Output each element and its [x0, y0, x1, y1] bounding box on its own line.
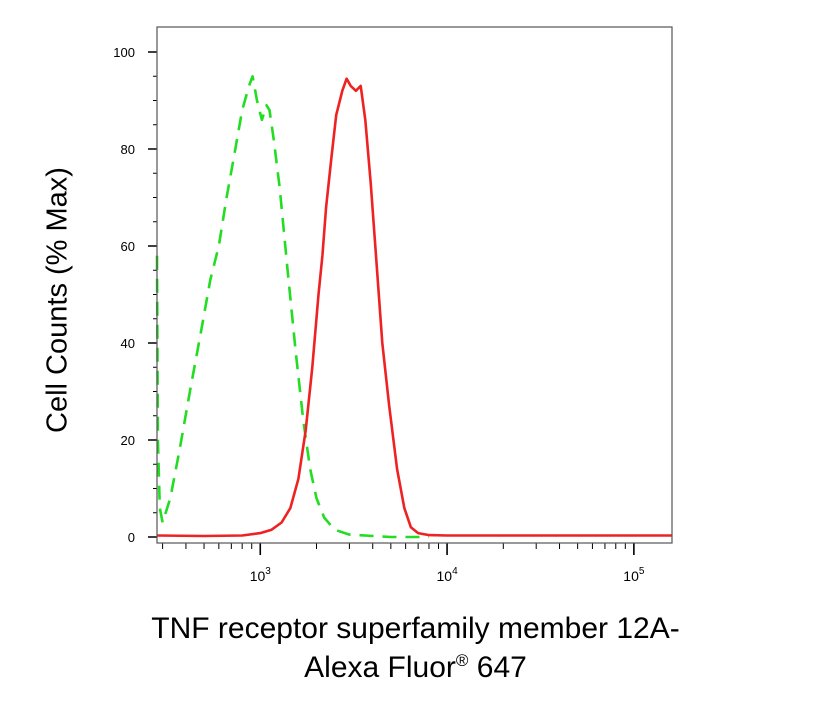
y-tick-label: 60	[121, 239, 135, 254]
x-tick-label: 103	[250, 566, 272, 584]
y-tick-label: 20	[121, 433, 135, 448]
series-line-dashed	[155, 75, 429, 539]
y-tick-label: 0	[128, 530, 135, 545]
y-tick-label: 40	[121, 336, 135, 351]
registered-mark: ®	[455, 651, 469, 670]
x-axis-label-line2-text: Alexa Fluor	[304, 651, 456, 684]
y-axis-ticks: 0 20 40 60 80 100	[113, 45, 157, 545]
x-axis-label-line2-suffix: 647	[468, 651, 527, 684]
y-tick-label: 80	[121, 142, 135, 157]
y-axis-label: Cell Counts (% Max)	[41, 167, 74, 433]
plot-frame	[156, 26, 673, 544]
x-axis-label-line2: Alexa Fluor® 647	[0, 651, 831, 685]
series-line-solid	[156, 77, 672, 538]
series-layer	[155, 75, 672, 539]
x-axis-ticks: 103 104 105	[162, 543, 645, 584]
y-tick-label: 100	[113, 45, 135, 60]
x-tick-label: 105	[623, 566, 645, 584]
x-axis-label-line1: TNF receptor superfamily member 12A-	[151, 612, 680, 645]
x-tick-label: 104	[437, 566, 459, 584]
